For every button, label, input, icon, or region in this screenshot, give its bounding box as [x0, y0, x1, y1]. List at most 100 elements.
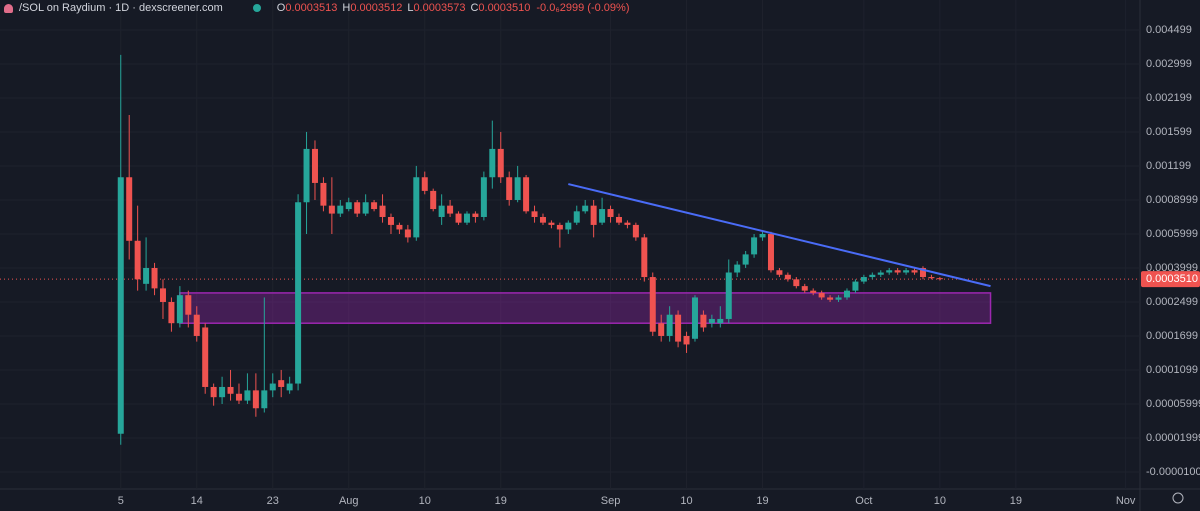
candle-body: [632, 224, 639, 238]
pair-icon: [4, 3, 13, 13]
candle-body: [691, 297, 698, 339]
candle-body: [936, 278, 943, 280]
change-label: -0.0₆2999 (-0.09%): [536, 2, 630, 14]
candle-body: [869, 274, 876, 278]
candle-body: [210, 386, 217, 398]
candle-body: [801, 286, 808, 291]
candle-body: [767, 233, 774, 271]
candle-body: [472, 213, 479, 217]
trendline: [568, 183, 991, 288]
candle-body: [151, 267, 158, 289]
candle-body: [708, 318, 715, 324]
candle-body: [117, 177, 124, 434]
candle-body: [658, 323, 665, 336]
candle-body: [852, 281, 859, 291]
candle-body: [185, 295, 192, 315]
candle-body: [354, 202, 361, 214]
candle-body: [624, 222, 631, 225]
candle-body: [311, 148, 318, 183]
candle-body: [413, 177, 420, 238]
y-tick-label: 0.00005999: [1146, 398, 1200, 410]
candle-body: [784, 274, 791, 280]
candle-body: [607, 209, 614, 217]
candle-body: [320, 182, 327, 206]
y-tick-label: 0.0001699: [1146, 330, 1198, 342]
candle-body: [539, 216, 546, 223]
y-tick-label: 0.001599: [1146, 126, 1192, 138]
candle-body: [903, 270, 910, 273]
candle-body: [531, 211, 538, 217]
candle-body: [725, 272, 732, 319]
candle-body: [269, 383, 276, 391]
ohlc-value: 0.0003512: [350, 2, 403, 14]
candle-body: [742, 254, 749, 265]
candle-body: [295, 202, 302, 384]
y-tick-label: 0.004499: [1146, 24, 1192, 36]
candle-body: [202, 327, 209, 387]
candle-body: [371, 202, 378, 210]
candle-body: [227, 386, 234, 394]
candle-body: [911, 270, 918, 273]
ohlc-key: O: [276, 2, 286, 14]
candle-body: [649, 277, 656, 332]
y-tick-label: 0.0008999: [1146, 194, 1198, 206]
x-tick-label: 10: [419, 495, 431, 507]
candle-body: [345, 202, 352, 210]
candle-body: [717, 318, 724, 324]
x-tick-label: 19: [756, 495, 768, 507]
candle-body: [751, 237, 758, 255]
y-tick-label: 0.0003999: [1146, 262, 1198, 274]
candle-body: [734, 264, 741, 273]
y-tick-label: 0.0005999: [1146, 228, 1198, 240]
candle-body: [134, 240, 141, 280]
candle-body: [455, 213, 462, 223]
x-tick-label: 23: [267, 495, 279, 507]
candle-body: [919, 267, 926, 278]
candle-body: [810, 290, 817, 293]
candle-body: [776, 270, 783, 275]
x-tick-label: 5: [118, 495, 124, 507]
candle-body: [176, 295, 183, 324]
y-tick-label: 0.00001999: [1146, 432, 1200, 444]
candle-body: [396, 224, 403, 230]
candle-body: [235, 393, 242, 401]
ohlc-value: 0.0003513: [285, 2, 338, 14]
candle-body: [759, 233, 766, 238]
y-tick-label: 0.002199: [1146, 92, 1192, 104]
candle-body: [835, 297, 842, 300]
x-tick-label: Aug: [339, 495, 359, 507]
candle-body: [514, 177, 521, 200]
settings-icon[interactable]: [1172, 492, 1184, 504]
candle-body: [328, 205, 335, 214]
candle-body: [843, 290, 850, 298]
candle-body: [379, 205, 386, 217]
x-tick-label: 14: [191, 495, 203, 507]
candle-body: [886, 270, 893, 273]
zone-box: [179, 292, 992, 324]
y-tick-label: 0.001199: [1146, 160, 1191, 172]
candle-body: [219, 386, 226, 398]
candle-body: [506, 177, 513, 200]
candle-body: [700, 314, 707, 328]
ohlc-key: L: [407, 2, 414, 14]
candle-body: [666, 314, 673, 336]
x-tick-label: 10: [680, 495, 692, 507]
candle-body: [489, 148, 496, 178]
candle-body: [480, 177, 487, 217]
x-tick-label: Oct: [855, 495, 872, 507]
ohlc-item: H0.0003512: [342, 2, 402, 14]
status-dot: [252, 4, 261, 12]
candle-body: [894, 270, 901, 273]
candle-body: [556, 224, 563, 230]
candle-body: [278, 380, 285, 387]
candle-body: [497, 148, 504, 178]
y-tick-label: 0.0001099: [1146, 364, 1198, 376]
candle-body: [641, 237, 648, 278]
candle-body: [193, 314, 200, 336]
x-tick-label: 19: [495, 495, 507, 507]
candle-body: [523, 177, 530, 212]
candle-body: [590, 205, 597, 225]
candle-body: [159, 288, 166, 302]
candle-body: [337, 205, 344, 214]
